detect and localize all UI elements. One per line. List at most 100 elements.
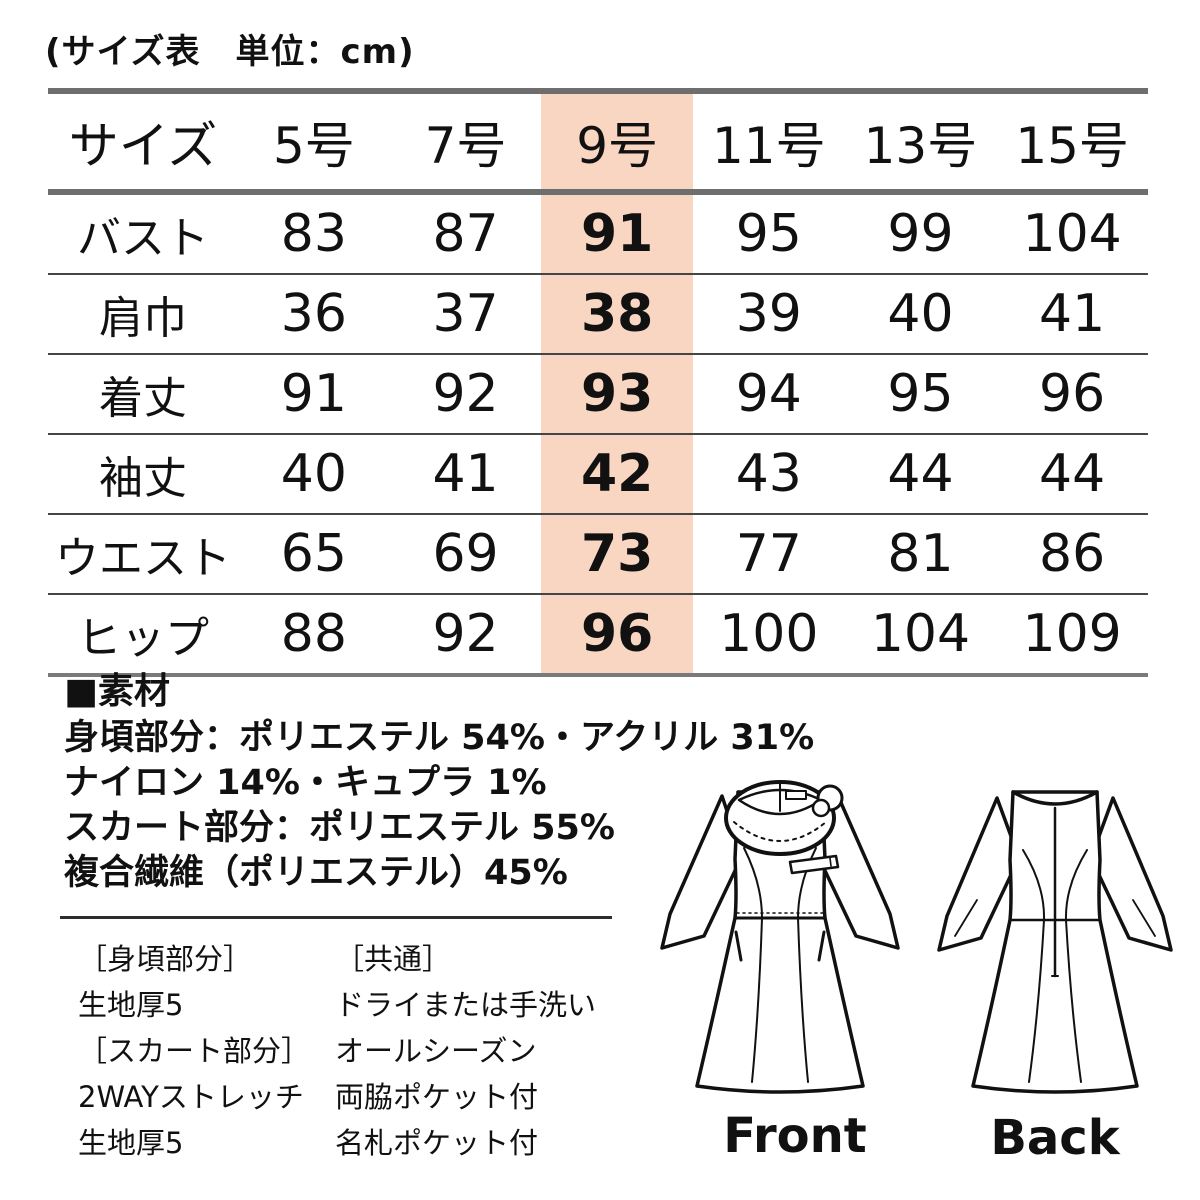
section-divider bbox=[60, 916, 612, 919]
material-line: 身頃部分：ポリエステル 54%・アクリル 31% bbox=[64, 718, 815, 758]
col-header-size: サイズ bbox=[68, 116, 218, 175]
cell: 92 bbox=[432, 364, 499, 424]
cell: 44 bbox=[1039, 444, 1106, 504]
front-corsage-petal bbox=[811, 798, 831, 818]
cell: 37 bbox=[432, 284, 499, 344]
front-collar-stitch bbox=[733, 821, 827, 842]
spec-item: ドライまたは手洗い bbox=[335, 988, 597, 1022]
spec-list-common: ［共通］ ドライまたは手洗い オールシーズン 両脇ポケット付 名札ポケット付 bbox=[335, 936, 635, 1166]
front-skirt-seam-right bbox=[797, 917, 809, 1083]
cell: 95 bbox=[735, 204, 802, 264]
spec-item: 生地厚5 bbox=[78, 1126, 184, 1160]
material-section: ■素材 身頃部分：ポリエステル 54%・アクリル 31% ナイロン 14%・キュ… bbox=[64, 668, 814, 896]
row-label: 着丈 bbox=[99, 373, 188, 424]
cell-highlighted: 73 bbox=[541, 514, 693, 594]
front-pocket-slit-right bbox=[817, 930, 826, 962]
cell: 69 bbox=[432, 524, 499, 584]
row-label: ウエスト bbox=[55, 533, 232, 584]
cell: 36 bbox=[280, 284, 347, 344]
col-header-15: 15号 bbox=[1015, 116, 1129, 175]
cell: 40 bbox=[280, 444, 347, 504]
back-skirt-seam-right bbox=[1065, 919, 1082, 1083]
col-header-11: 11号 bbox=[711, 116, 826, 175]
material-heading: ■素材 bbox=[64, 671, 171, 712]
table-row-length: 着丈 91 92 93 94 95 96 bbox=[48, 354, 1148, 434]
front-neck-label bbox=[785, 790, 807, 800]
spec-item: 生地厚5 bbox=[78, 988, 184, 1022]
front-skirt-seam-left bbox=[751, 917, 763, 1083]
cell: 104 bbox=[1022, 204, 1122, 264]
table-row-waist: ウエスト 65 69 73 77 81 86 bbox=[48, 514, 1148, 594]
cell: 43 bbox=[735, 444, 802, 504]
cell: 92 bbox=[432, 604, 499, 664]
table-row-hip: ヒップ 88 92 96 100 104 109 bbox=[48, 594, 1148, 675]
cell-highlighted: 93 bbox=[541, 354, 693, 434]
front-name-pocket-stitch bbox=[829, 857, 832, 867]
spec-item: 2WAYストレッチ bbox=[78, 1080, 304, 1114]
front-pocket-slit-left bbox=[734, 930, 743, 962]
cell: 40 bbox=[887, 284, 954, 344]
col-header-7: 7号 bbox=[424, 116, 507, 175]
material-line: スカート部分：ポリエステル 55% bbox=[64, 808, 615, 848]
cell: 96 bbox=[1039, 364, 1106, 424]
cell-highlighted: 91 bbox=[541, 192, 693, 274]
col-header-5: 5号 bbox=[272, 116, 355, 175]
size-table: サイズ 5号 7号 9号 11号 13号 15号 バスト 83 87 91 95… bbox=[48, 88, 1148, 677]
cell: 88 bbox=[280, 604, 347, 664]
front-label: Front bbox=[723, 1108, 867, 1164]
spec-list-garment: ［身頃部分］ 生地厚5 ［スカート部分］ 2WAYストレッチ 生地厚5 bbox=[78, 936, 328, 1166]
cell: 41 bbox=[432, 444, 499, 504]
front-name-pocket bbox=[788, 854, 840, 875]
cell: 39 bbox=[735, 284, 802, 344]
cell: 77 bbox=[735, 524, 802, 584]
table-header-row: サイズ 5号 7号 9号 11号 13号 15号 bbox=[48, 91, 1148, 192]
back-cuff-dart-left bbox=[954, 899, 978, 937]
row-label: バスト bbox=[77, 213, 210, 264]
cell: 87 bbox=[432, 204, 499, 264]
col-header-13: 13号 bbox=[863, 116, 978, 175]
cell: 83 bbox=[280, 204, 347, 264]
cell: 94 bbox=[735, 364, 802, 424]
cell: 104 bbox=[870, 604, 971, 664]
back-cuff-dart-right bbox=[1132, 899, 1156, 937]
spec-item: 名札ポケット付 bbox=[335, 1126, 539, 1160]
row-label: 袖丈 bbox=[99, 453, 188, 504]
back-neckline bbox=[1011, 790, 1099, 806]
spec-header: ［身頃部分］ bbox=[78, 942, 253, 976]
cell-highlighted: 96 bbox=[541, 594, 693, 675]
spec-item: 両脇ポケット付 bbox=[335, 1080, 539, 1114]
cell: 109 bbox=[1022, 604, 1122, 664]
cell-highlighted: 38 bbox=[541, 274, 693, 354]
page-title: (サイズ表 単位：cm) bbox=[45, 32, 415, 72]
front-princess-seam-left bbox=[743, 847, 763, 919]
col-header-9-highlighted: 9号 bbox=[541, 91, 693, 192]
back-dress-figure bbox=[937, 790, 1173, 1094]
cell: 41 bbox=[1039, 284, 1106, 344]
cell: 99 bbox=[887, 204, 954, 264]
front-dress-figure bbox=[660, 780, 900, 1094]
table-row-shoulder: 肩巾 36 37 38 39 40 41 bbox=[48, 274, 1148, 354]
cell-highlighted: 42 bbox=[541, 434, 693, 514]
cell: 91 bbox=[280, 364, 347, 424]
table-row-sleeve: 袖丈 40 41 42 43 44 44 bbox=[48, 434, 1148, 514]
cell: 81 bbox=[887, 524, 954, 584]
back-label: Back bbox=[990, 1110, 1120, 1166]
back-princess-seam-right bbox=[1064, 849, 1088, 921]
cell: 65 bbox=[280, 524, 347, 584]
cell: 100 bbox=[719, 604, 819, 664]
material-line: 複合繊維（ポリエステル）45% bbox=[64, 853, 568, 893]
spec-item: オールシーズン bbox=[335, 1034, 537, 1068]
spec-header: ［共通］ bbox=[335, 942, 452, 976]
back-skirt-seam-left bbox=[1028, 919, 1045, 1083]
row-label: 肩巾 bbox=[99, 293, 188, 344]
front-princess-seam-right bbox=[797, 847, 817, 919]
spec-header: ［スカート部分］ bbox=[78, 1034, 311, 1068]
cell: 95 bbox=[887, 364, 954, 424]
table-row-bust: バスト 83 87 91 95 99 104 bbox=[48, 192, 1148, 274]
back-princess-seam-left bbox=[1022, 849, 1046, 921]
cell: 86 bbox=[1039, 524, 1106, 584]
material-line: ナイロン 14%・キュプラ 1% bbox=[64, 763, 547, 803]
row-label: ヒップ bbox=[77, 613, 210, 664]
cell: 44 bbox=[887, 444, 954, 504]
